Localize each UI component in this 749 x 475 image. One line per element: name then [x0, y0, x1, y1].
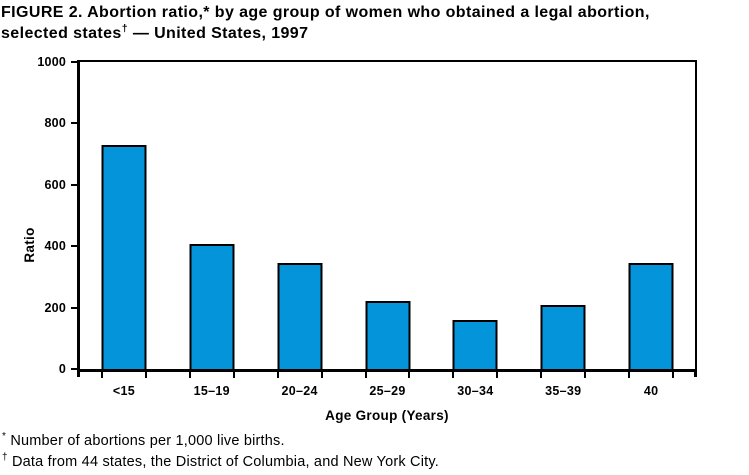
figure-title-line2: selected states† — United States, 1997	[1, 22, 309, 42]
y-axis-tick	[71, 122, 80, 125]
dagger-marker: †	[2, 451, 8, 463]
x-axis-tick-label: 40	[643, 384, 659, 398]
x-axis-tick	[364, 372, 367, 378]
bar-15–19	[189, 243, 235, 369]
category-cell-15–19: 15–19	[168, 62, 256, 398]
y-axis-tick	[71, 183, 80, 186]
bar-30–34	[452, 320, 498, 369]
y-axis-tick-label: 0	[58, 362, 66, 376]
x-axis-tick	[320, 372, 323, 378]
bar-35–39	[540, 304, 586, 369]
y-axis-tick-label: 400	[44, 239, 66, 254]
y-axis-tick	[71, 245, 80, 248]
figure-title-line1: FIGURE 2. Abortion ratio,* by age group …	[1, 4, 650, 21]
x-axis-tick	[144, 372, 147, 378]
y-axis-tick-label: 800	[44, 116, 66, 131]
category-cell-<15: <15	[80, 62, 168, 398]
y-axis-tick	[71, 368, 80, 370]
bar-20–24	[277, 263, 323, 369]
plot-area: <15 15–19 20–24 25–29 30–34 35–39 40 0 200 400 60…	[37, 55, 697, 398]
x-axis-corner-tick-left	[77, 372, 80, 377]
x-axis-tick-label: 25–29	[369, 384, 406, 398]
x-axis-tick-label: 35–39	[545, 384, 582, 398]
x-axis-tick-label: 15–19	[193, 384, 230, 398]
bar-cells: <15 15–19 20–24 25–29 30–34 35–39 40	[80, 62, 695, 398]
footnote-asterisk: * Number of abortions per 1,000 live bir…	[2, 431, 285, 449]
x-axis-title: Age Group (Years)	[325, 408, 449, 423]
y-axis-tick-label: 600	[44, 177, 66, 192]
x-axis-tick	[452, 372, 455, 378]
x-axis-corner-tick-right	[694, 372, 697, 377]
y-axis-tick-label: 200	[44, 300, 66, 315]
x-axis-tick	[188, 372, 191, 378]
footnote-dagger: † Data from 44 states, the District of C…	[2, 451, 439, 470]
category-cell-25–29: 25–29	[344, 62, 432, 398]
x-axis-tick	[584, 372, 587, 378]
bar-25–29	[365, 300, 410, 369]
category-cell-30–34: 30–34	[431, 62, 519, 398]
x-axis-tick	[496, 372, 499, 378]
x-axis-tick	[408, 372, 411, 378]
x-axis-tick	[672, 372, 675, 378]
category-cell-40: 40	[607, 62, 695, 398]
x-axis-tick-label: 30–34	[457, 384, 494, 398]
x-axis-tick	[232, 372, 235, 378]
bar-<15	[101, 144, 147, 369]
x-axis-tick	[628, 372, 631, 378]
x-axis-tick	[540, 372, 543, 378]
x-axis-tick	[100, 372, 103, 378]
x-axis-tick	[276, 372, 279, 378]
y-axis-tick	[71, 61, 80, 63]
y-axis-tick-label: 1000	[37, 55, 66, 69]
figure-title: FIGURE 2. Abortion ratio,* by age group …	[1, 2, 749, 44]
asterisk-marker: *	[2, 431, 7, 443]
dagger-superscript: †	[121, 22, 128, 35]
x-axis-tick-label: 20–24	[281, 384, 318, 398]
x-axis-tick-label: <15	[112, 384, 135, 398]
y-axis-tick	[71, 306, 80, 309]
bar-40	[628, 262, 674, 369]
category-cell-20–24: 20–24	[256, 62, 344, 398]
footnotes: * Number of abortions per 1,000 live bir…	[2, 431, 747, 472]
category-cell-35–39: 35–39	[519, 62, 607, 398]
